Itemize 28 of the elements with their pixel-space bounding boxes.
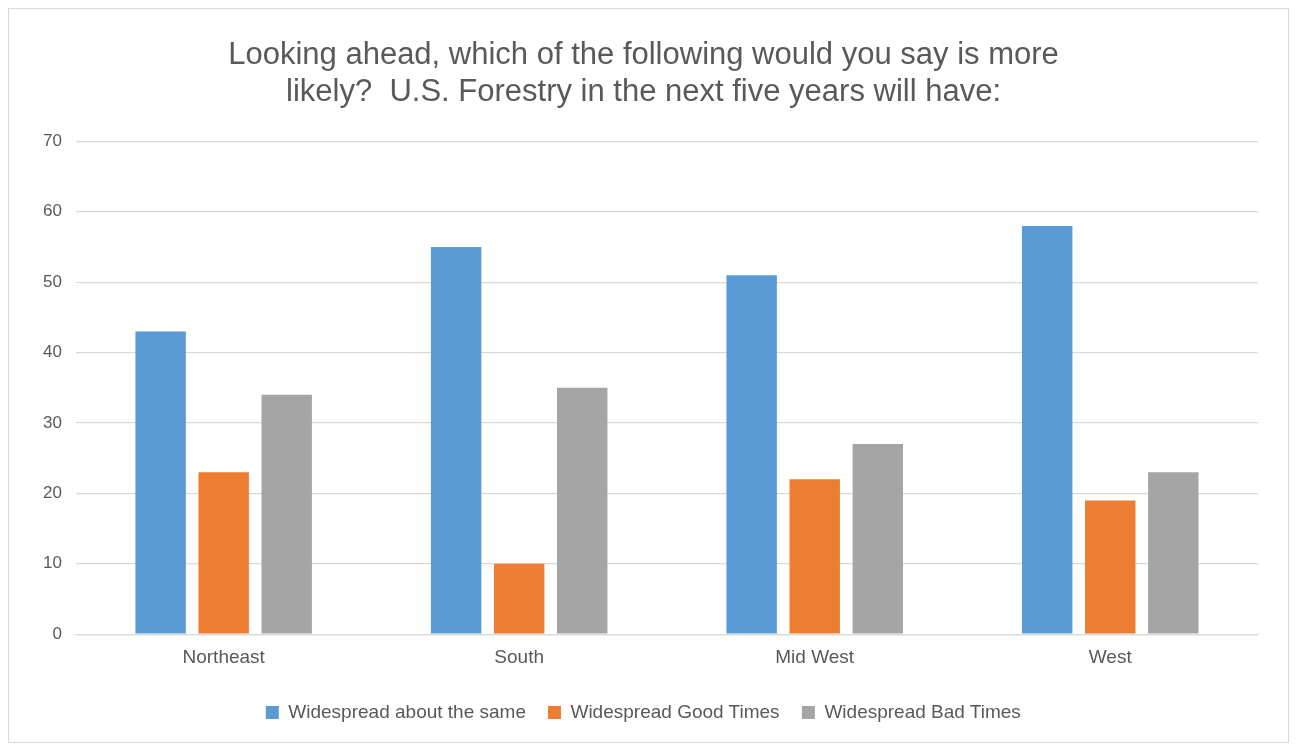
y-tick-label: 10: [42, 553, 62, 573]
bar: [726, 275, 777, 634]
y-tick-label: 0: [52, 623, 62, 643]
bar: [1021, 225, 1073, 634]
bar: [1148, 472, 1199, 634]
x-tick-label: West: [1088, 645, 1133, 667]
bar: [789, 479, 840, 634]
y-tick-label: 20: [42, 483, 62, 503]
bar: [430, 247, 482, 634]
bar: [557, 387, 608, 634]
bar: [261, 394, 312, 634]
bar: [135, 331, 186, 634]
y-tick-label: 70: [42, 131, 62, 151]
x-tick-label: Northeast: [182, 645, 266, 667]
chart-title: Looking ahead, which of the following would you say is more likely? U.S. Forestry in the next five years will have:: [228, 36, 1059, 109]
bar: [493, 563, 545, 634]
y-tick-label: 60: [42, 201, 62, 221]
bar: [1085, 500, 1136, 634]
legend-label: Widespread Bad Times: [824, 700, 1021, 722]
y-tick-label: 40: [42, 342, 62, 362]
bar: [198, 472, 249, 634]
bar: [852, 444, 903, 634]
x-tick-label: South: [494, 645, 545, 667]
legend-label: Widespread Good Times: [570, 700, 780, 722]
y-tick-label: 50: [42, 271, 62, 291]
x-tick-label: Mid West: [775, 645, 855, 667]
legend-label: Widespread about the same: [288, 700, 526, 722]
y-tick-label: 30: [42, 412, 62, 432]
